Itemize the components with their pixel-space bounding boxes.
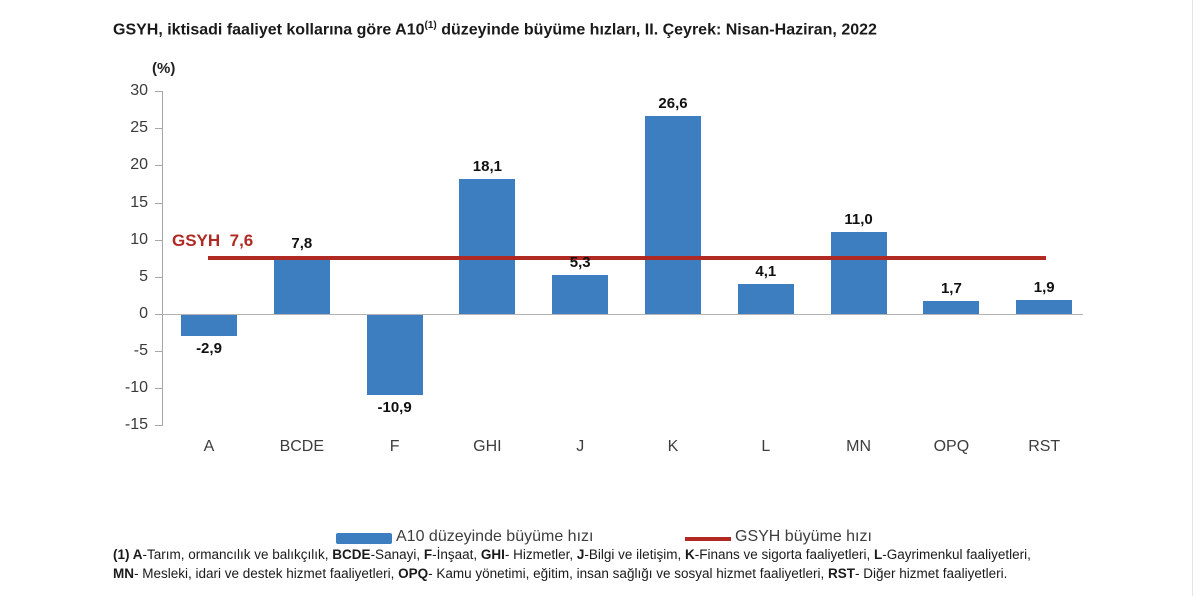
chart-title-suffix: düzeyinde büyüme hızları, II. Çeyrek: Ni… xyxy=(436,21,877,39)
footnote-text: - Hizmetler, xyxy=(504,547,577,562)
x-category-label: RST xyxy=(1028,438,1061,455)
footnote-term: RST xyxy=(828,565,856,581)
footnote-text: -Tarım, ormancılık ve balıkçılık, xyxy=(142,547,333,562)
bar-series-swatch xyxy=(336,533,392,544)
bar-value-label: 1,9 xyxy=(1033,278,1055,296)
y-tick-mark xyxy=(155,202,162,204)
x-category-label: K xyxy=(667,438,679,455)
line-series-swatch xyxy=(685,537,731,541)
bar-K xyxy=(645,116,701,314)
footnote-term: MN xyxy=(113,565,134,581)
right-edge-divider xyxy=(1192,0,1193,596)
bar-value-label: 1,7 xyxy=(940,280,962,298)
y-tick-mark xyxy=(155,165,162,167)
legend-label-a10: A10 düzeyinde büyüme hızı xyxy=(396,528,594,545)
footnote-term: F xyxy=(423,547,433,562)
bar-value-label: 18,1 xyxy=(472,158,502,176)
x-category-label: BCDE xyxy=(279,438,325,455)
bar-value-label: 7,8 xyxy=(291,235,313,253)
y-tick-mark xyxy=(155,239,162,241)
y-tick-label: 30 xyxy=(130,82,148,99)
bar-value-label: 5,3 xyxy=(569,253,591,271)
legend-label-gsyh: GSYH büyüme hızı xyxy=(735,528,872,545)
bar-F xyxy=(366,314,423,396)
footnote-text: - Mesleki, idari ve destek hizmet faaliy… xyxy=(134,565,399,581)
bar-value-label: 26,6 xyxy=(658,95,688,113)
x-category-label: GHI xyxy=(473,438,502,455)
y-tick-mark xyxy=(155,425,162,427)
footnote-term: J xyxy=(576,547,585,562)
y-axis-unit-label: (%) xyxy=(152,60,176,77)
bar-BCDE xyxy=(273,256,330,314)
y-tick-label: 15 xyxy=(130,193,148,211)
bar-MN xyxy=(830,232,887,314)
bar-value-label: 4,1 xyxy=(755,262,777,280)
y-tick-mark xyxy=(155,128,162,130)
gdp-reference-line xyxy=(208,255,1046,260)
x-category-label: L xyxy=(761,438,771,455)
bar-A xyxy=(181,314,237,336)
footnote-line: (1) A-Tarım, ormancılık ve balıkçılık, B… xyxy=(113,546,1031,565)
bar-GHI xyxy=(459,179,516,314)
y-tick-label: 10 xyxy=(130,230,148,248)
y-tick-mark xyxy=(155,351,162,353)
y-tick-mark xyxy=(155,314,162,315)
footnote: (1) A-Tarım, ormancılık ve balıkçılık, B… xyxy=(113,546,1031,583)
footnote-term: OPQ xyxy=(398,565,429,581)
chart-title-prefix: GSYH, iktisadi faaliyet kollarına göre A… xyxy=(113,21,425,39)
y-tick-mark xyxy=(155,276,162,278)
x-category-label: A xyxy=(203,438,215,455)
footnote-term: (1) A xyxy=(113,547,143,562)
y-tick-label: 20 xyxy=(130,156,148,174)
footnote-text: -Bilgi ve iletişim, xyxy=(584,547,685,562)
x-category-label: MN xyxy=(846,438,872,455)
gdp-reference-label: GSYH 7,6 xyxy=(172,231,254,250)
y-tick-label: 25 xyxy=(130,119,148,137)
y-tick-label: 0 xyxy=(139,305,148,322)
y-tick-mark xyxy=(155,91,162,92)
footnote-term: GHI xyxy=(480,547,505,562)
footnote-line: MN- Mesleki, idari ve destek hizmet faal… xyxy=(113,565,1031,584)
bar-value-label: 11,0 xyxy=(844,211,873,229)
bar-value-label: -10,9 xyxy=(377,399,412,417)
footnote-text: -Gayrimenkul faaliyetleri, xyxy=(882,547,1031,562)
y-tick-label: -10 xyxy=(124,379,148,397)
zero-gridline xyxy=(162,314,1083,315)
footnote-text: -Sanayi, xyxy=(370,547,424,562)
y-axis-line xyxy=(162,91,163,426)
bar-RST xyxy=(1016,299,1073,314)
footnote-text: - Diğer hizmet faaliyetleri. xyxy=(855,565,1008,581)
footnote-term: BCDE xyxy=(332,547,371,562)
legend-item-a10: A10 düzeyinde büyüme hızı xyxy=(336,528,593,546)
chart-title-superscript: (1) xyxy=(424,20,437,31)
footnote-text: - Kamu yönetimi, eğitim, insan sağlığı v… xyxy=(428,565,829,581)
y-tick-label: -15 xyxy=(124,416,148,434)
bar-L xyxy=(737,283,794,314)
y-tick-label: 5 xyxy=(139,267,148,285)
footnote-text: -Finans ve sigorta faaliyetleri, xyxy=(694,547,875,562)
x-category-label: F xyxy=(389,438,400,455)
y-tick-mark xyxy=(155,388,162,390)
x-category-label: OPQ xyxy=(933,438,970,455)
chart-title: GSYH, iktisadi faaliyet kollarına göre A… xyxy=(113,20,877,39)
bar-value-label: -2,9 xyxy=(196,339,222,357)
x-category-label: J xyxy=(576,438,585,455)
bar-J xyxy=(552,274,609,314)
bar-OPQ xyxy=(923,301,980,314)
legend-item-gsyh: GSYH büyüme hızı xyxy=(685,528,872,546)
y-tick-label: -5 xyxy=(133,342,148,360)
footnote-text: -İnşaat, xyxy=(432,547,481,562)
footnote-term: K xyxy=(684,547,695,562)
footnote-term: L xyxy=(874,547,883,562)
